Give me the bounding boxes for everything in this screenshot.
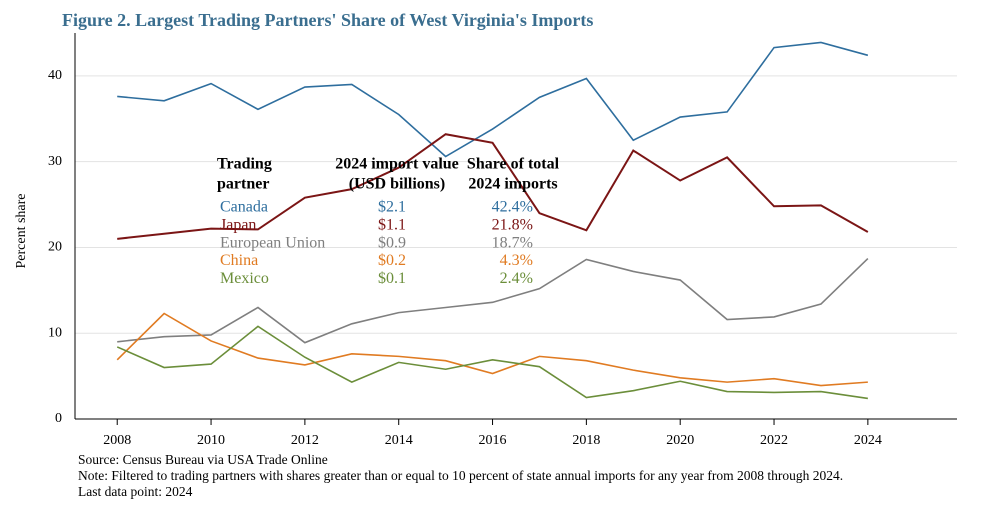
import-value: $0.9 — [378, 234, 406, 251]
y-tick-label: 30 — [48, 154, 62, 169]
legend-name: Mexico — [220, 270, 269, 287]
share-value: 21.8% — [492, 216, 533, 233]
legend-name: European Union — [220, 234, 325, 251]
x-tick-label: 2018 — [572, 433, 600, 448]
table-header: 2024 import value — [335, 156, 459, 173]
table-header: Trading — [217, 156, 272, 173]
legend-name: Canada — [220, 199, 268, 216]
import-value: $2.1 — [378, 199, 406, 216]
share-value: 42.4% — [492, 199, 533, 216]
series-line — [117, 133, 869, 240]
legend-name: Japan — [220, 216, 256, 233]
note: Source: Census Bureau via USA Trade Onli… — [78, 452, 328, 467]
x-tick-label: 2024 — [854, 433, 882, 448]
x-tick-label: 2020 — [666, 433, 694, 448]
note: Note: Filtered to trading partners with … — [78, 468, 843, 483]
x-tick-label: 2012 — [291, 433, 319, 448]
y-axis-label: Percent share — [14, 193, 29, 268]
import-value: $1.1 — [378, 216, 406, 233]
series-line — [117, 258, 869, 344]
x-tick-label: 2014 — [385, 433, 413, 448]
table-header: partner — [217, 176, 269, 193]
y-tick-label: 40 — [48, 68, 62, 83]
x-tick-label: 2016 — [479, 433, 507, 448]
x-tick-label: 2010 — [197, 433, 225, 448]
y-tick-label: 10 — [48, 325, 62, 340]
y-tick-label: 20 — [48, 240, 62, 255]
chart-title: Figure 2. Largest Trading Partners' Shar… — [62, 10, 593, 30]
share-value: 2.4% — [500, 270, 533, 287]
series-line — [116, 325, 868, 400]
series-line — [116, 312, 868, 387]
y-tick-label: 0 — [55, 411, 62, 426]
x-tick-label: 2008 — [103, 433, 131, 448]
table-header: Share of total — [467, 156, 560, 173]
legend-name: China — [220, 252, 258, 269]
import-value: $0.2 — [378, 252, 406, 269]
import-value: $0.1 — [378, 270, 406, 287]
table-header: 2024 imports — [468, 176, 557, 193]
share-value: 18.7% — [492, 234, 533, 251]
x-tick-label: 2022 — [760, 433, 788, 448]
share-value: 4.3% — [500, 252, 533, 269]
series-line — [117, 41, 869, 158]
note: Last data point: 2024 — [78, 484, 193, 499]
table-header: (USD billions) — [349, 176, 445, 193]
